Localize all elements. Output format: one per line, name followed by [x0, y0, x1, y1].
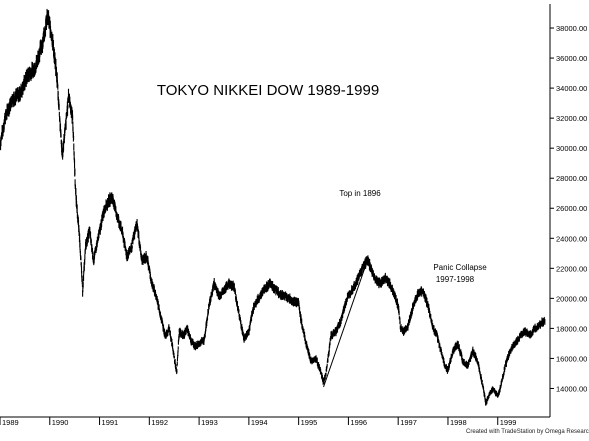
x-tick-label: 1991: [102, 418, 119, 427]
footer-credit: Created with TradeStation by Omega Resea…: [466, 429, 589, 435]
trendline: [323, 257, 369, 388]
x-tick-label: 1990: [52, 418, 69, 427]
y-tick-label: 16000.00: [556, 354, 587, 363]
x-tick-label: 1995: [301, 418, 318, 427]
trendline-layer: [323, 257, 369, 388]
x-tick-label: 1999: [500, 418, 517, 427]
y-tick-label: 28000.00: [556, 174, 587, 183]
annotation-top-1896: Top in 1896: [339, 189, 381, 198]
y-tick-label: 22000.00: [556, 264, 587, 273]
x-tick-label: 1992: [151, 418, 168, 427]
y-tick-label: 38000.00: [556, 24, 587, 33]
x-tick-label: 1993: [201, 418, 218, 427]
y-tick-label: 34000.00: [556, 84, 587, 93]
y-ticks: 14000.00 16000.00 18000.00 20000.00 22000.00…: [550, 24, 587, 393]
y-tick-label: 18000.00: [556, 324, 587, 333]
axes: [0, 4, 551, 418]
y-tick-label: 32000.00: [556, 114, 587, 123]
x-tick-label: 1997: [400, 418, 417, 427]
y-tick-label: 30000.00: [556, 144, 587, 153]
x-tick-label: 1998: [450, 418, 467, 427]
annotation-panic-years: 1997-1998: [436, 275, 475, 284]
y-tick-label: 26000.00: [556, 204, 587, 213]
y-tick-label: 14000.00: [556, 384, 587, 393]
x-tick-label: 1989: [2, 418, 19, 427]
x-tick-label: 1994: [251, 418, 268, 427]
y-tick-label: 24000.00: [556, 234, 587, 243]
chart-title: TOKYO NIKKEI DOW 1989-1999: [157, 82, 379, 99]
y-tick-label: 20000.00: [556, 294, 587, 303]
annotation-panic-collapse: Panic Collapse: [433, 263, 487, 272]
y-tick-label: 36000.00: [556, 54, 587, 63]
x-ticks: 1989 1990 1991 1992 1993 1994 1995 1996 1997 1998…: [0, 417, 516, 427]
price-series: [0, 8, 546, 406]
x-tick-label: 1996: [350, 418, 367, 427]
